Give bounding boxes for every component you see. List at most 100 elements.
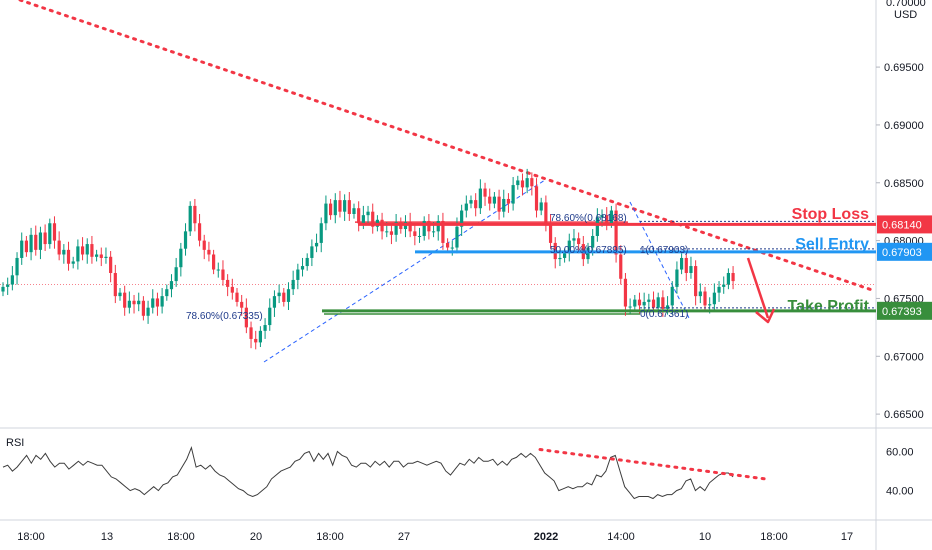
candle-body (726, 272, 730, 285)
candle-body (109, 256, 113, 273)
candle-body (366, 211, 370, 216)
candle-body (647, 299, 651, 302)
candle-body (408, 222, 412, 232)
fib-label: 0(0.67361) (640, 309, 688, 320)
candle-body (305, 257, 309, 267)
candle-body (38, 232, 43, 250)
candle-body (169, 281, 174, 290)
candle-body (118, 292, 122, 297)
candle-body (249, 327, 253, 339)
candle-body (572, 238, 576, 241)
candle-body (530, 178, 534, 187)
candle-body (277, 292, 281, 297)
rsi-tick-label: 60.00 (886, 446, 914, 458)
candle-body (314, 242, 319, 247)
price-panel: Stop Loss Sell Entry Take Profit 78.60%(0.6… (0, 0, 876, 363)
candle-body (516, 180, 520, 186)
candle-body (160, 296, 164, 307)
candle-body (202, 240, 206, 250)
candle-body (343, 200, 347, 212)
price-tick-label: 0.67000 (884, 351, 924, 363)
candle-body (146, 307, 150, 316)
candle-body (595, 217, 599, 236)
rsi-trendline (538, 448, 767, 481)
candle-body (548, 223, 553, 243)
candle-body (127, 300, 131, 308)
candle-body (497, 196, 501, 212)
candle-body (221, 269, 225, 280)
candle-body (226, 279, 230, 287)
candle-body (52, 223, 57, 241)
candle-body (675, 269, 679, 287)
candle-body (338, 200, 342, 212)
candle-body (609, 210, 613, 224)
candle-body (385, 231, 389, 233)
candle-body (123, 292, 127, 308)
candle-body (492, 196, 496, 204)
time-axis-label: 17 (841, 531, 853, 543)
candle-body (450, 247, 454, 249)
currency-label: USD (894, 9, 917, 21)
candle-body (282, 292, 286, 302)
candle-body (600, 215, 604, 218)
candle-body (483, 188, 487, 197)
candle-body (520, 180, 525, 188)
candle-body (586, 247, 590, 260)
time-axis-label: 18:00 (760, 531, 788, 543)
candle-body (464, 203, 468, 211)
candle-body (712, 292, 716, 305)
candle-body (361, 215, 365, 224)
candle-body (99, 254, 103, 258)
candle-body (272, 296, 277, 308)
candle-body (488, 196, 492, 204)
candle-body (151, 298, 155, 308)
candle-body (394, 222, 398, 235)
candle-body (441, 220, 445, 243)
candle-body (436, 220, 440, 232)
candle-body (680, 257, 684, 270)
candle-body (268, 307, 272, 326)
time-axis-label: 18:00 (167, 531, 195, 543)
candle-body (446, 242, 450, 248)
candle-body (539, 202, 543, 211)
candle-body (319, 223, 323, 243)
rsi-panel: RSI (2, 437, 767, 500)
price-tag-label: 0.68140 (882, 219, 922, 231)
candle-body (244, 307, 248, 328)
fib-label: 78.60%(0.68168) (550, 213, 627, 224)
candle-body (104, 256, 108, 258)
fib-label: 78.60%(0.67335) (186, 311, 263, 322)
candle-body (511, 185, 515, 204)
candle-body (34, 234, 38, 250)
candle-body (534, 186, 539, 211)
time-axis-label: 13 (101, 531, 113, 543)
candle-body (141, 300, 145, 316)
candle-body (240, 301, 244, 308)
candle-body (469, 200, 473, 204)
candle-body (43, 232, 47, 245)
candle-body (85, 244, 89, 255)
candle-body (525, 178, 529, 188)
candle-body (605, 215, 609, 224)
candle-body (24, 240, 28, 253)
candle-body (656, 297, 660, 308)
candle-body (29, 234, 33, 253)
candle-body (6, 284, 10, 287)
price-tag (877, 242, 932, 261)
candle-body (15, 257, 19, 276)
candle-body (642, 301, 646, 306)
candle-body (90, 244, 94, 257)
candle-body (193, 205, 197, 224)
candle-body (698, 291, 702, 297)
candle-body (254, 338, 258, 343)
fib-label: 1(0.67903) (640, 245, 688, 256)
candle-body (371, 211, 375, 227)
sell-entry-label: Sell Entry (795, 236, 869, 253)
candle-body (174, 267, 178, 282)
candle-body (694, 266, 698, 297)
candle-body (95, 254, 99, 257)
candle-body (506, 198, 511, 204)
candle-body (48, 223, 52, 245)
candle-body (132, 300, 136, 305)
